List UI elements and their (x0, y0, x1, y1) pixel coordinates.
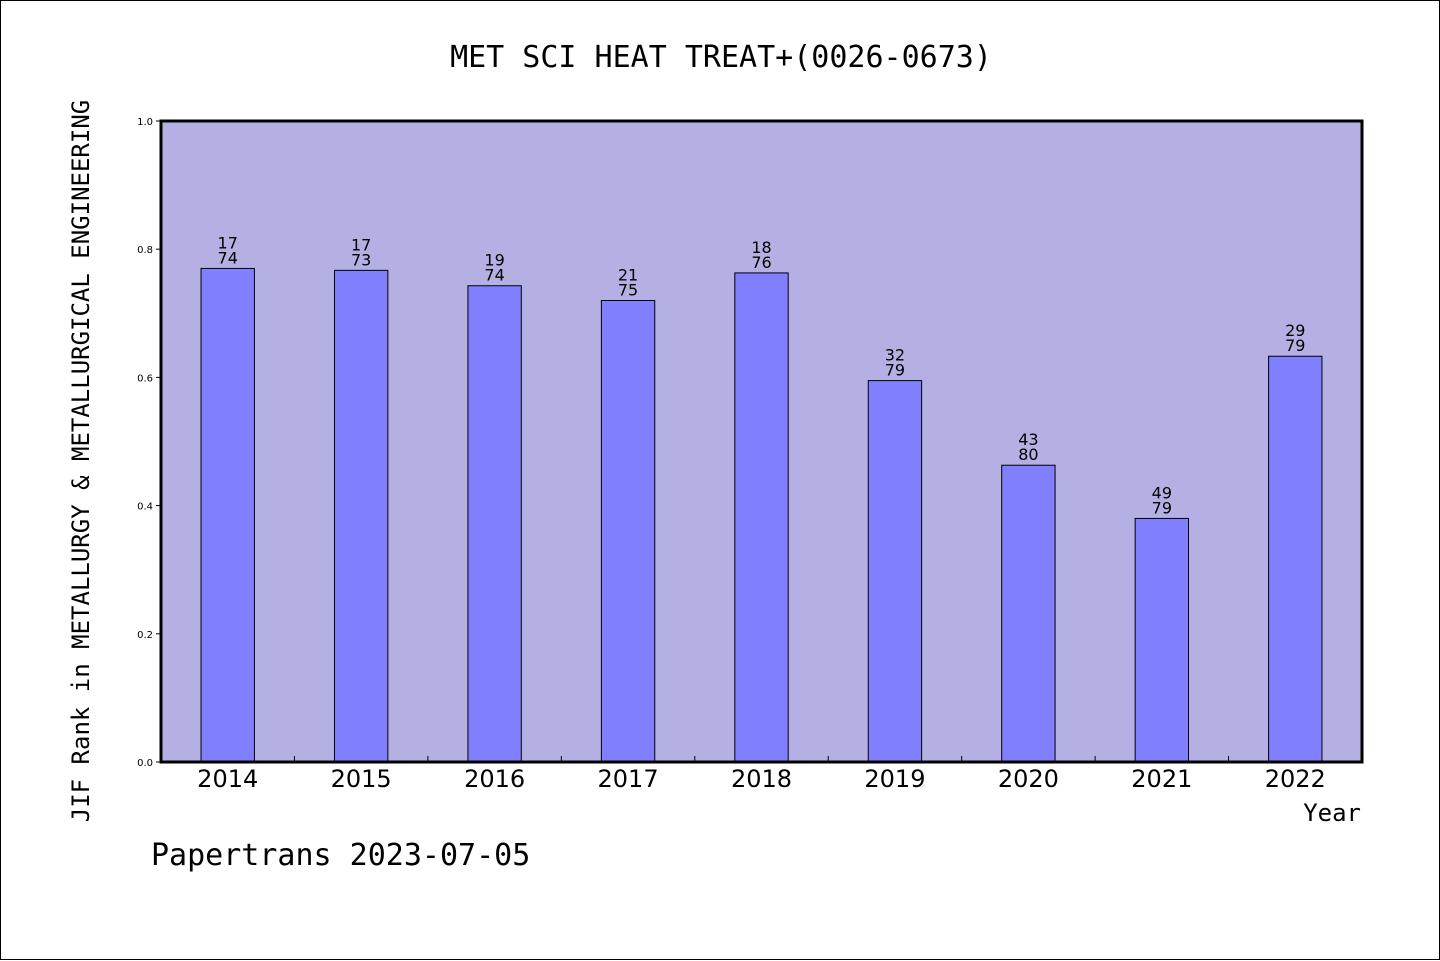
x-tick-label: 2019 (864, 765, 925, 793)
x-tick-label: 2014 (197, 765, 258, 793)
data-label-total: 73 (351, 250, 371, 269)
data-label-rank: 17 (351, 235, 371, 254)
data-label-rank: 18 (751, 238, 771, 257)
x-tick-label: 2022 (1265, 765, 1326, 793)
data-label-rank: 17 (218, 233, 238, 252)
data-label-total: 74 (484, 266, 504, 285)
data-label-total: 79 (1285, 336, 1305, 355)
bar (1134, 517, 1190, 763)
x-tick-label: 2020 (998, 765, 1059, 793)
data-label-total: 79 (885, 361, 905, 380)
footer-credit: Papertrans 2023-07-05 (151, 838, 530, 873)
bar (467, 285, 522, 763)
bar (600, 299, 656, 763)
data-label-rank: 43 (1018, 430, 1038, 449)
y-tick-label: 0.6 (137, 373, 153, 384)
y-axis-label: JIF Rank in METALLURGY & METALLURGICAL E… (67, 100, 95, 822)
bar (333, 269, 389, 763)
data-label-total: 79 (1152, 498, 1172, 517)
x-tick-label: 2015 (331, 765, 392, 793)
x-axis-label: Year (1303, 799, 1361, 827)
data-label-rank: 32 (885, 346, 905, 365)
x-tick-label: 2018 (731, 765, 792, 793)
bar (734, 272, 789, 763)
bar (1001, 464, 1056, 763)
data-label-total: 75 (618, 280, 638, 299)
data-label-rank: 49 (1152, 483, 1172, 502)
y-tick-label: 0.4 (137, 502, 153, 513)
bar (867, 380, 923, 763)
chart-title: MET SCI HEAT TREAT+(0026-0673) (450, 40, 992, 75)
data-label-total: 76 (751, 253, 771, 272)
bar (200, 267, 255, 763)
bar (1268, 355, 1323, 763)
y-tick-label: 0.2 (137, 630, 153, 641)
data-label-rank: 29 (1285, 321, 1305, 340)
y-tick-label: 1.0 (137, 117, 153, 128)
x-tick-label: 2017 (598, 765, 659, 793)
y-tick-label: 0.0 (137, 758, 153, 769)
x-tick-label: 2021 (1131, 765, 1192, 793)
data-label-total: 80 (1018, 445, 1038, 464)
data-label-total: 74 (218, 248, 238, 267)
data-label-rank: 19 (484, 251, 504, 270)
y-tick-label: 0.8 (137, 245, 153, 256)
x-tick-label: 2016 (464, 765, 525, 793)
plot-border (159, 119, 1364, 764)
data-label-rank: 21 (618, 265, 638, 284)
plot-area: 0.00.20.40.60.81.02014177420151773201619… (137, 117, 1364, 793)
